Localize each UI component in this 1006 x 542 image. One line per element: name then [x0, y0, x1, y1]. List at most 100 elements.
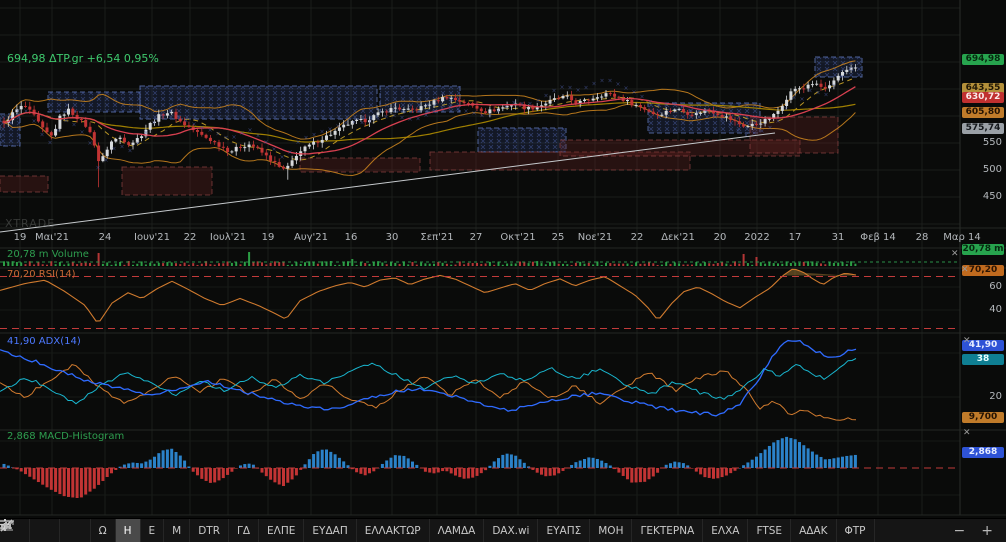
- svg-text:×: ×: [847, 65, 852, 72]
- symbol-button-ΑΔΑΚ[interactable]: ΑΔΑΚ: [791, 519, 836, 542]
- zoom-out-button[interactable]: −: [947, 523, 973, 539]
- svg-text:×: ×: [535, 97, 540, 104]
- x-axis-label: 17: [789, 232, 802, 243]
- svg-text:×: ×: [543, 92, 548, 99]
- symbol-button-ΕΥΑΠΣ[interactable]: ΕΥΑΠΣ: [538, 519, 590, 542]
- adx-value-badge: 38: [962, 354, 1004, 365]
- svg-text:×: ×: [551, 87, 556, 94]
- svg-text:×: ×: [143, 130, 148, 137]
- svg-text:×: ×: [303, 134, 308, 141]
- svg-text:×: ×: [159, 112, 164, 119]
- svg-text:×: ×: [767, 125, 772, 132]
- draw-line-button[interactable]: [30, 519, 60, 542]
- charting-app-window: ××××××××××××××××××××××××××××××××××××××××…: [0, 0, 1006, 542]
- macd-value-badge: 2,868: [962, 447, 1004, 458]
- svg-text:×: ×: [423, 112, 428, 119]
- symbol-button-ΕΥΔΑΠ[interactable]: ΕΥΔΑΠ: [304, 519, 356, 542]
- rsi-legend: 70,20 RSI(14): [7, 269, 76, 280]
- indicator-close-icon[interactable]: ✕: [951, 250, 959, 259]
- bottom-toolbar: ΩΗΕΜDTRΓΔΕΛΠΕΕΥΔΑΠΕΛΛΑΚΤΩΡΛΑΜΔΑDAX.wiΕΥΑ…: [0, 518, 1006, 542]
- svg-text:×: ×: [55, 127, 60, 134]
- svg-text:×: ×: [519, 100, 524, 107]
- svg-text:×: ×: [647, 99, 652, 106]
- symbol-button-ΓΔ[interactable]: ΓΔ: [229, 519, 259, 542]
- svg-text:×: ×: [727, 122, 732, 129]
- svg-text:×: ×: [23, 108, 28, 115]
- svg-text:×: ×: [583, 85, 588, 92]
- svg-text:×: ×: [631, 89, 636, 96]
- symbol-button-DTR[interactable]: DTR: [190, 519, 229, 542]
- symbol-button-Η[interactable]: Η: [116, 519, 141, 542]
- svg-text:×: ×: [127, 148, 132, 155]
- indicator-close-icon[interactable]: ✕: [963, 337, 971, 346]
- symbol-button-ΛΑΜΔΑ[interactable]: ΛΑΜΔΑ: [430, 519, 485, 542]
- svg-text:×: ×: [295, 139, 300, 146]
- svg-text:×: ×: [287, 149, 292, 156]
- symbol-button-Μ[interactable]: Μ: [164, 519, 190, 542]
- macd-legend: 2,868 MACD-Histogram: [7, 431, 124, 442]
- svg-text:×: ×: [103, 157, 108, 164]
- svg-text:×: ×: [111, 146, 116, 153]
- svg-text:×: ×: [215, 131, 220, 138]
- symbol-button-ΕΛΠΕ[interactable]: ΕΛΠΕ: [259, 519, 304, 542]
- svg-text:×: ×: [383, 114, 388, 121]
- svg-text:×: ×: [183, 117, 188, 124]
- svg-text:×: ×: [559, 84, 564, 91]
- axis-tick-label: 450: [962, 191, 1002, 202]
- svg-text:×: ×: [47, 140, 52, 147]
- symbol-button-FTSE[interactable]: FTSE: [748, 519, 791, 542]
- svg-text:×: ×: [223, 134, 228, 141]
- svg-text:×: ×: [367, 118, 372, 125]
- x-axis-label: Ιουλ'21: [210, 232, 246, 243]
- price-badge: 694,98: [962, 54, 1004, 65]
- svg-text:×: ×: [719, 117, 724, 124]
- axis-tick-label: 550: [962, 137, 1002, 148]
- svg-text:×: ×: [639, 93, 644, 100]
- indicators-list-button[interactable]: [60, 519, 90, 542]
- x-axis-label: Φεβ 14: [860, 232, 896, 243]
- svg-text:×: ×: [231, 134, 236, 141]
- svg-text:×: ×: [623, 85, 628, 92]
- svg-text:×: ×: [415, 115, 420, 122]
- axis-tick-label: 60: [962, 281, 1002, 292]
- symbol-button-ΕΛΛΑΚΤΩΡ[interactable]: ΕΛΛΑΚΤΩΡ: [357, 519, 430, 542]
- volume-value-badge: 20,78 m: [962, 244, 1004, 255]
- symbol-button-Ε[interactable]: Ε: [141, 519, 165, 542]
- svg-text:×: ×: [815, 90, 820, 97]
- x-axis-label: 30: [386, 232, 399, 243]
- x-axis-label: 20: [714, 232, 727, 243]
- svg-text:×: ×: [199, 124, 204, 131]
- svg-text:×: ×: [599, 78, 604, 85]
- indicator-close-icon[interactable]: ✕: [963, 429, 971, 438]
- svg-text:×: ×: [255, 132, 260, 139]
- x-axis-label: 22: [631, 232, 644, 243]
- svg-text:×: ×: [391, 112, 396, 119]
- svg-text:×: ×: [247, 127, 252, 134]
- price-badge: 575,74: [962, 123, 1004, 134]
- svg-text:×: ×: [15, 108, 20, 115]
- symbol-button-DAX.wi[interactable]: DAX.wi: [484, 519, 538, 542]
- svg-text:×: ×: [151, 119, 156, 126]
- x-axis-label: 25: [552, 232, 565, 243]
- indicator-close-icon[interactable]: ✕: [961, 266, 969, 275]
- symbol-button-ΦΤΡ[interactable]: ΦΤΡ: [837, 519, 875, 542]
- svg-text:×: ×: [495, 108, 500, 115]
- symbol-button-Ω[interactable]: Ω: [91, 519, 116, 542]
- svg-text:×: ×: [63, 118, 68, 125]
- x-axis-label: 27: [470, 232, 483, 243]
- symbol-button-ΜΟΗ[interactable]: ΜΟΗ: [590, 519, 632, 542]
- svg-text:×: ×: [695, 109, 700, 116]
- svg-text:×: ×: [479, 112, 484, 119]
- zoom-in-button[interactable]: +: [974, 523, 1000, 539]
- svg-text:×: ×: [799, 96, 804, 103]
- symbol-button-ΕΛΧΑ[interactable]: ΕΛΧΑ: [703, 519, 748, 542]
- svg-text:×: ×: [791, 94, 796, 101]
- svg-text:×: ×: [703, 108, 708, 115]
- svg-text:×: ×: [359, 119, 364, 126]
- svg-text:×: ×: [751, 130, 756, 137]
- svg-text:×: ×: [839, 74, 844, 81]
- chart-canvas[interactable]: ××××××××××××××××××××××××××××××××××××××××…: [0, 0, 1006, 518]
- svg-text:×: ×: [671, 100, 676, 107]
- x-axis-label: 16: [345, 232, 358, 243]
- symbol-button-ΓΕΚΤΕΡΝΑ[interactable]: ΓΕΚΤΕΡΝΑ: [632, 519, 703, 542]
